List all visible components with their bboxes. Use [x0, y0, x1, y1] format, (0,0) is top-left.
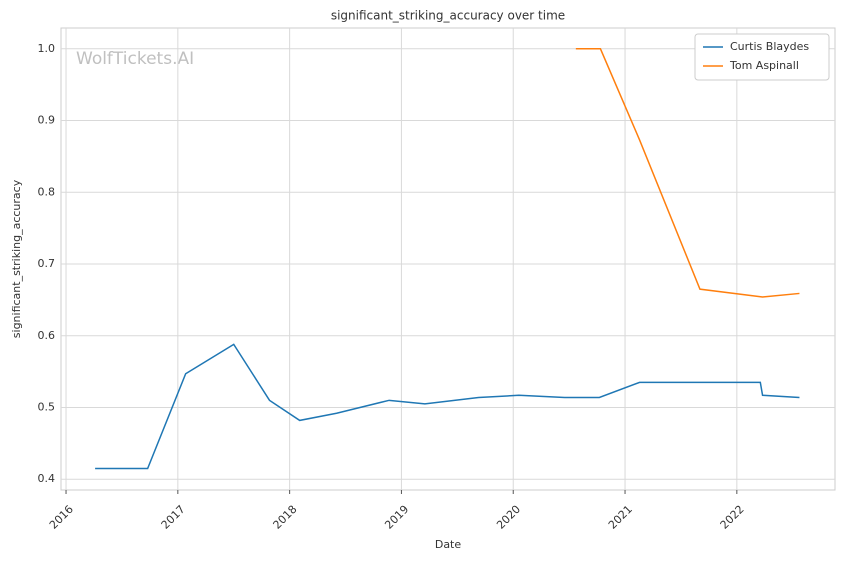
y-tick-label: 1.0: [38, 42, 56, 55]
y-tick-label: 0.9: [38, 114, 56, 127]
x-tick-label: 2019: [382, 503, 411, 532]
legend-label: Curtis Blaydes: [730, 40, 809, 53]
y-tick-label: 0.8: [38, 185, 56, 198]
x-tick-label: 2018: [271, 503, 300, 532]
series-line: [95, 343, 800, 470]
series-line: [575, 48, 800, 298]
y-tick-label: 0.5: [38, 401, 56, 414]
legend-label: Tom Aspinall: [729, 59, 799, 72]
y-axis-label: significant_striking_accuracy: [10, 179, 23, 338]
x-tick-label: 2021: [606, 503, 635, 532]
y-tick-label: 0.6: [38, 329, 56, 342]
x-tick-label: 2020: [494, 503, 523, 532]
y-tick-label: 0.7: [38, 257, 56, 270]
x-axis-label: Date: [435, 538, 462, 551]
x-tick-label: 2022: [718, 503, 747, 532]
watermark: WolfTickets.AI: [76, 49, 194, 69]
y-tick-label: 0.4: [38, 472, 56, 485]
legend-box: [694, 33, 830, 81]
chart-title: significant_striking_accuracy over time: [331, 9, 565, 23]
plot-area: [60, 27, 836, 491]
x-tick-label: 2016: [47, 503, 76, 532]
x-tick-label: 2017: [159, 503, 188, 532]
